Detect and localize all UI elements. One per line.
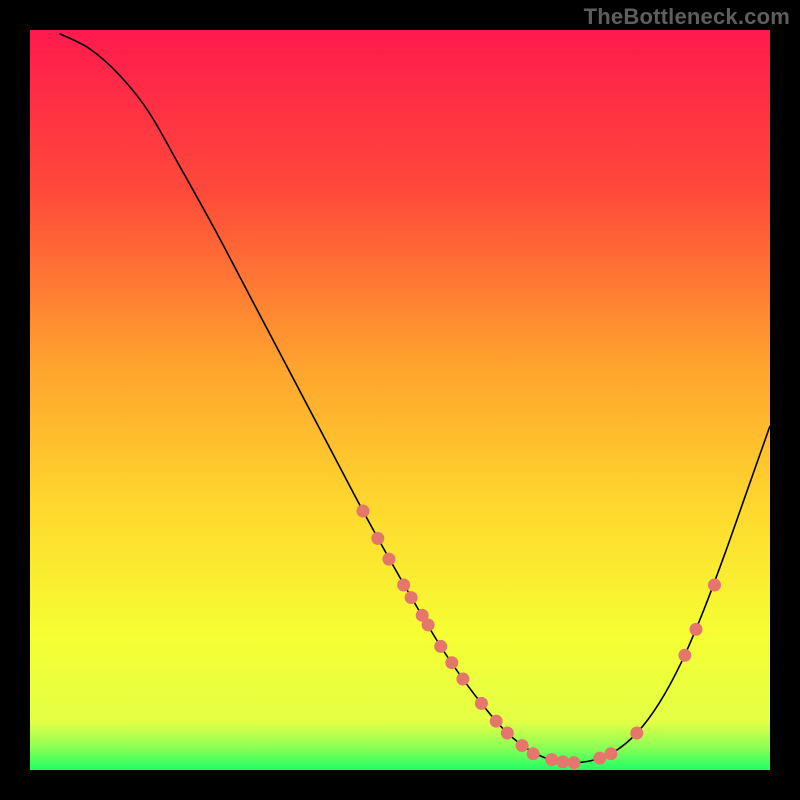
curve-marker: [690, 623, 703, 636]
curve-marker: [382, 553, 395, 566]
curve-marker: [357, 505, 370, 518]
curve-marker: [604, 747, 617, 760]
gradient-background: [30, 30, 770, 770]
curve-marker: [490, 715, 503, 728]
curve-marker: [456, 672, 469, 685]
curve-marker: [445, 656, 458, 669]
curve-marker: [630, 727, 643, 740]
curve-marker: [422, 618, 435, 631]
curve-marker: [527, 747, 540, 760]
curve-marker: [405, 591, 418, 604]
curve-marker: [545, 753, 558, 766]
curve-marker: [556, 755, 569, 768]
curve-marker: [593, 752, 606, 765]
curve-marker: [434, 640, 447, 653]
bottleneck-curve-chart: [0, 0, 800, 800]
curve-marker: [567, 756, 580, 769]
curve-marker: [516, 739, 529, 752]
curve-marker: [397, 579, 410, 592]
curve-marker: [708, 579, 721, 592]
curve-marker: [501, 727, 514, 740]
watermark-label: TheBottleneck.com: [584, 4, 790, 30]
curve-marker: [678, 649, 691, 662]
curve-marker: [475, 697, 488, 710]
curve-marker: [371, 532, 384, 545]
chart-container: TheBottleneck.com: [0, 0, 800, 800]
